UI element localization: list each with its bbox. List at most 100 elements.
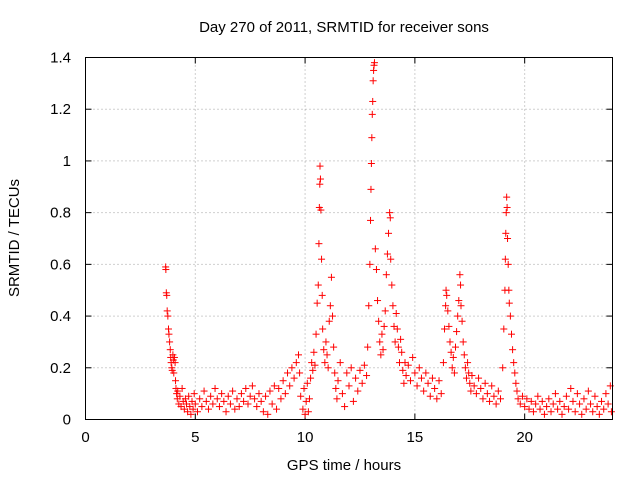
data-point <box>393 325 401 333</box>
data-point <box>222 408 230 416</box>
data-point <box>312 330 320 338</box>
data-point <box>458 317 466 325</box>
data-point <box>450 369 458 377</box>
data-point <box>248 382 256 390</box>
data-point <box>310 348 318 356</box>
data-point <box>164 312 172 320</box>
data-point <box>453 328 461 336</box>
data-point <box>511 369 519 377</box>
data-point <box>518 392 526 400</box>
data-point <box>371 245 379 253</box>
data-point <box>411 369 419 377</box>
data-point <box>456 271 464 279</box>
grid-lines <box>85 57 613 420</box>
data-point <box>513 387 521 395</box>
data-point <box>240 397 248 405</box>
data-point <box>231 405 239 413</box>
data-point <box>504 235 512 242</box>
data-point <box>506 312 514 320</box>
data-point <box>313 299 321 307</box>
data-point <box>343 369 351 377</box>
y-tick-label: 0.6 <box>50 256 71 273</box>
chart-title: Day 270 of 2011, SRMTID for receiver son… <box>199 19 489 36</box>
data-point <box>446 338 454 346</box>
data-point <box>196 395 204 403</box>
data-point <box>516 400 524 408</box>
x-tick-labels: 0 5 10 15 20 <box>81 429 533 446</box>
data-point <box>475 374 483 382</box>
data-point <box>383 250 391 258</box>
data-point <box>317 206 325 214</box>
data-point <box>379 346 387 354</box>
data-points <box>162 59 615 418</box>
data-point <box>560 403 568 411</box>
x-tick-label: 10 <box>297 429 314 446</box>
data-point <box>604 400 612 408</box>
data-point <box>322 338 330 346</box>
data-point <box>215 403 223 411</box>
data-point <box>347 364 355 372</box>
data-point <box>505 286 513 294</box>
data-point <box>534 392 542 400</box>
data-point <box>311 361 319 369</box>
data-point <box>501 255 509 263</box>
data-point <box>162 266 170 274</box>
y-tick-label: 0.2 <box>50 360 71 377</box>
data-point <box>187 410 195 418</box>
data-point <box>264 410 272 418</box>
data-point <box>442 286 450 294</box>
data-point <box>556 397 564 405</box>
data-point <box>193 408 201 416</box>
data-point <box>540 410 548 418</box>
data-point <box>565 405 573 413</box>
data-point <box>499 364 507 372</box>
data-point <box>358 379 366 387</box>
data-point <box>281 390 289 398</box>
data-point <box>385 229 393 237</box>
data-point <box>316 162 324 170</box>
data-point <box>602 390 610 398</box>
data-point <box>345 382 353 390</box>
data-point <box>399 366 407 374</box>
data-point <box>326 302 334 310</box>
data-point <box>305 395 313 403</box>
data-point <box>523 395 531 403</box>
data-point <box>439 359 447 367</box>
data-point <box>591 392 599 400</box>
data-point <box>402 372 410 380</box>
data-point <box>435 377 443 385</box>
data-point <box>529 408 537 416</box>
data-point <box>381 307 389 315</box>
data-point <box>360 361 368 369</box>
data-point <box>166 338 174 346</box>
data-point <box>198 403 206 411</box>
data-point <box>468 372 476 380</box>
data-point <box>502 209 510 217</box>
data-point <box>296 369 304 377</box>
data-point <box>587 400 595 408</box>
data-point <box>448 364 456 372</box>
data-point <box>321 359 329 367</box>
data-point <box>447 348 455 356</box>
data-point <box>376 338 384 346</box>
data-point <box>259 408 267 416</box>
data-point <box>316 175 324 183</box>
data-point <box>607 408 615 416</box>
data-point <box>507 330 515 338</box>
data-point <box>369 97 377 105</box>
data-point <box>486 397 494 405</box>
data-point <box>404 361 412 369</box>
y-tick-label: 1 <box>63 153 71 170</box>
data-point <box>370 59 378 67</box>
data-point <box>386 209 394 217</box>
y-tick-label: 1.4 <box>50 50 71 67</box>
data-point <box>569 397 577 405</box>
data-point <box>545 395 553 403</box>
data-point <box>226 400 234 408</box>
data-point <box>443 291 451 299</box>
data-point <box>510 359 518 367</box>
data-point <box>316 180 324 188</box>
data-point <box>415 364 423 372</box>
data-point <box>494 387 502 395</box>
data-point <box>394 343 402 351</box>
